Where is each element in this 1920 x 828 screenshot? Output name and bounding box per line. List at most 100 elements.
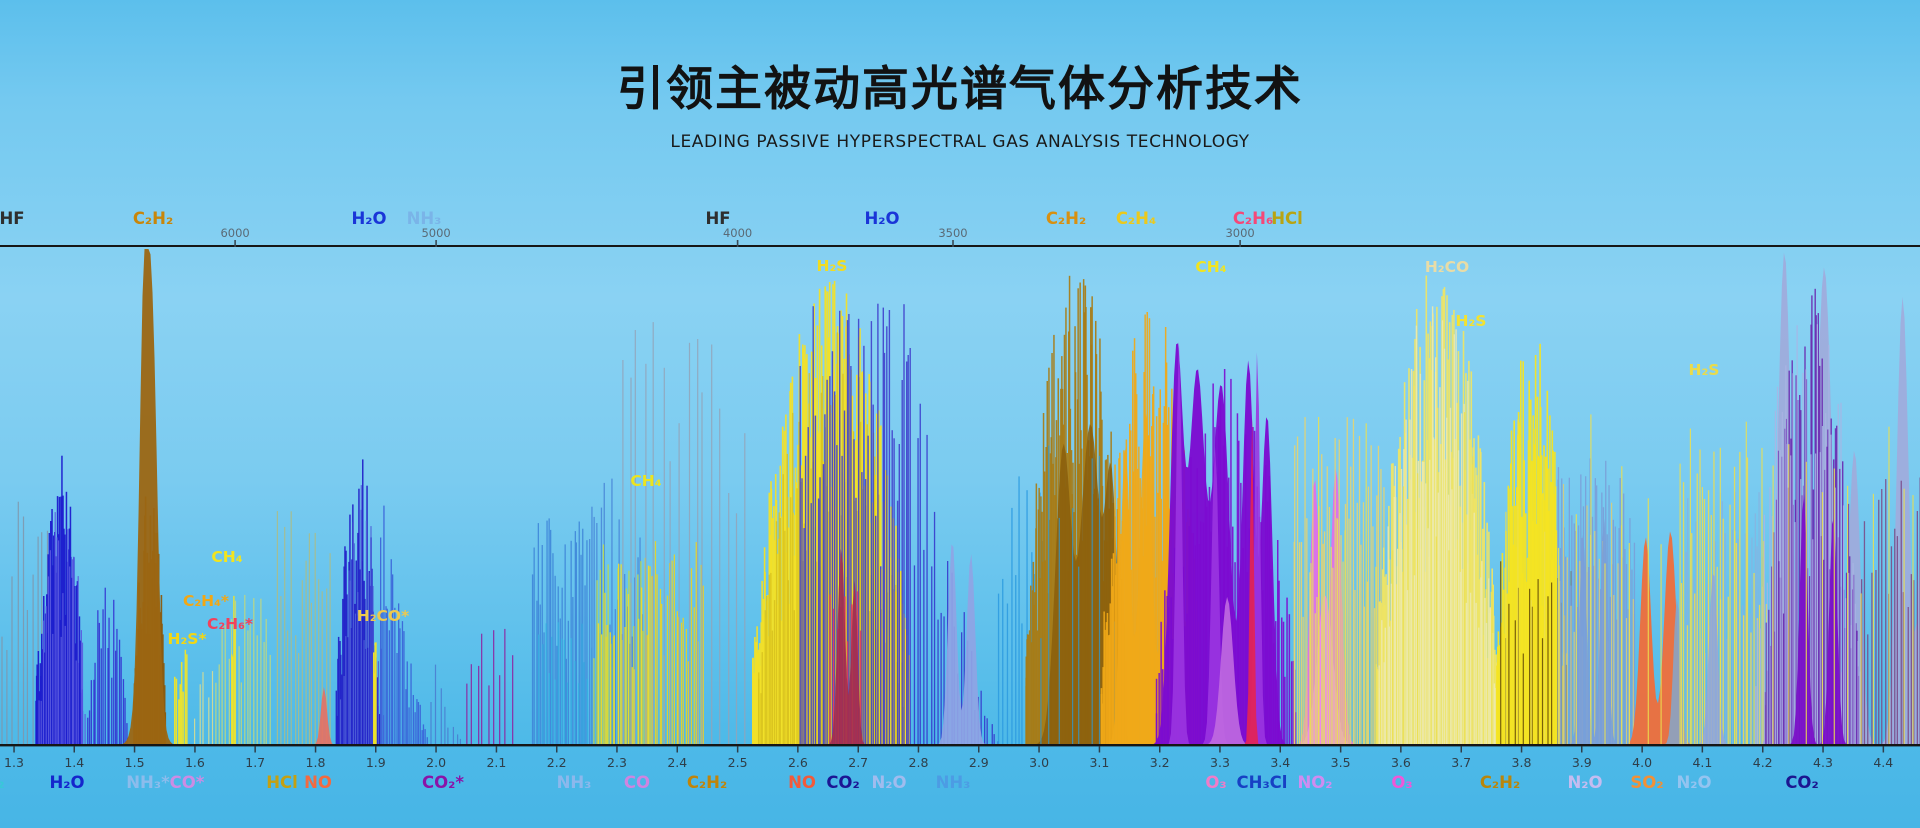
top-gas-label: H₂O xyxy=(864,209,899,228)
band-yellow-scatter-right xyxy=(1310,412,1914,745)
bottom-axis-tick-label: 3.5 xyxy=(1331,755,1351,770)
bottom-gas-label: NH₃ xyxy=(936,773,971,792)
bottom-axis-tick xyxy=(1520,746,1523,753)
bottom-axis-tick xyxy=(1339,746,1342,753)
bottom-axis-tick xyxy=(375,746,377,753)
bottom-axis-tick xyxy=(797,746,799,753)
bottom-axis-tick xyxy=(1762,746,1764,753)
top-gas-label: C₂H₂ xyxy=(133,209,173,228)
bottom-axis-tick-label: 2.1 xyxy=(486,755,506,770)
bottom-axis-tick-label: 1.7 xyxy=(245,755,265,770)
top-gas-label: HF xyxy=(705,209,730,228)
bottom-axis-tick xyxy=(254,746,256,753)
bottom-axis-tick-label: 4.4 xyxy=(1873,755,1893,770)
bottom-axis-tick-label: 1.4 xyxy=(64,755,84,770)
band-ch4-1p66-line xyxy=(231,595,236,745)
bottom-gas-label: O₂ xyxy=(0,773,5,792)
band-peri-4p11-blob xyxy=(1696,573,1731,745)
plot-gas-label: C₂H₄* xyxy=(183,592,229,610)
bottom-axis-tick xyxy=(676,746,678,753)
bottom-gas-label: CO₂ xyxy=(1785,773,1818,792)
band-peri-3p92 xyxy=(1557,458,1636,745)
bottom-axis-tick-label: 2.3 xyxy=(607,755,627,770)
bottom-axis-tick-label: 4.1 xyxy=(1692,755,1712,770)
band-no-1p81-blob xyxy=(311,687,336,745)
bottom-gas-label: CO* xyxy=(170,773,205,792)
band-blue-1p94 xyxy=(380,505,428,745)
bottom-axis-line xyxy=(0,744,1920,747)
bottom-gas-label: C₂H₂ xyxy=(1480,773,1520,792)
band-c2h2-1p52-blob xyxy=(116,249,180,745)
bottom-axis-tick-label: 3.4 xyxy=(1270,755,1290,770)
bottom-axis-tick xyxy=(736,746,739,753)
bottom-axis-tick-label: 2.7 xyxy=(848,755,868,770)
bottom-axis-tick-label: 2.5 xyxy=(728,755,748,770)
top-axis-tick xyxy=(736,240,739,247)
top-axis-tick xyxy=(435,240,437,247)
bottom-axis-tick-label: 3.2 xyxy=(1150,755,1170,770)
top-gas-label: H₂O xyxy=(351,209,386,228)
top-axis-tick-label: 3000 xyxy=(1225,226,1254,240)
band-cyan-2p2 xyxy=(538,622,593,745)
band-right-lav-blob xyxy=(1878,297,1920,745)
bottom-axis-tick-label: 3.9 xyxy=(1572,755,1592,770)
band-pale-1p61 xyxy=(194,671,214,745)
top-gas-label: HCl xyxy=(1271,209,1303,228)
band-h2o-1p37-light xyxy=(38,512,86,745)
bottom-axis-tick xyxy=(73,746,75,753)
bottom-gas-label: N₂O xyxy=(1676,773,1711,792)
top-axis-tick-label: 5000 xyxy=(421,226,450,240)
bottom-gas-label: SO₂ xyxy=(1630,773,1663,792)
top-axis-line xyxy=(0,245,1920,247)
bottom-axis-tick-label: 3.1 xyxy=(1089,755,1109,770)
bottom-axis-tick-label: 3.8 xyxy=(1512,755,1532,770)
band-sage-1p78 xyxy=(276,511,331,745)
plot-gas-label: H₂S xyxy=(1456,312,1487,330)
bottom-axis-tick-label: 3.6 xyxy=(1391,755,1411,770)
bottom-gas-label: NO xyxy=(788,773,816,792)
band-no-2p68-blob xyxy=(826,548,867,745)
bottom-axis-tick-label: 3.7 xyxy=(1451,755,1471,770)
bottom-axis-tick-label: 2.2 xyxy=(547,755,567,770)
bottom-gas-label: NO xyxy=(304,773,332,792)
bottom-axis-tick-label: 1.9 xyxy=(366,755,386,770)
plot-gas-label: CH₄ xyxy=(1195,258,1226,276)
top-axis-tick xyxy=(952,240,954,247)
top-gas-label: NH₃ xyxy=(407,209,442,228)
bottom-axis-tick-label: 4.2 xyxy=(1753,755,1773,770)
bottom-axis-tick xyxy=(1038,746,1040,753)
bottom-axis-tick xyxy=(1581,746,1583,753)
bottom-axis-tick-label: 1.8 xyxy=(306,755,326,770)
bottom-gas-label: CO₂ xyxy=(826,773,859,792)
bottom-axis-tick-label: 4.0 xyxy=(1632,755,1652,770)
bottom-axis-tick xyxy=(133,746,136,753)
top-axis-tick-label: 6000 xyxy=(220,226,249,240)
bottom-axis-tick xyxy=(1882,746,1885,753)
plot-gas-label: CH₄ xyxy=(630,472,661,490)
bottom-axis-tick xyxy=(314,746,317,753)
band-peri-3p92-blob xyxy=(1568,518,1619,745)
top-axis-tick-label: 4000 xyxy=(723,226,752,240)
bottom-gas-label: C₂H₂ xyxy=(687,773,727,792)
band-khaki-3p5 xyxy=(1293,417,1385,745)
bottom-axis-tick xyxy=(1159,746,1161,753)
bottom-gas-label: N₂O xyxy=(871,773,906,792)
band-lightpurple-3p31-blob xyxy=(1203,597,1252,745)
band-red-3p35-blob xyxy=(1244,418,1260,745)
bottom-axis-tick xyxy=(435,746,437,753)
plot-gas-label: H₂S xyxy=(817,257,848,275)
plot-gas-label: C₂H₆* xyxy=(207,615,253,633)
bottom-axis-tick xyxy=(1098,746,1101,753)
band-peri-2p87-blob xyxy=(935,544,988,745)
bottom-axis-tick xyxy=(495,746,498,753)
top-gas-label: HF xyxy=(0,209,25,228)
band-grayblue-4p05-blob xyxy=(1662,598,1692,745)
plot-gas-label: H₂CO* xyxy=(357,607,409,625)
top-gas-label: C₂H₆ xyxy=(1233,209,1273,228)
bottom-axis-tick-label: 2.6 xyxy=(788,755,808,770)
top-axis-tick xyxy=(1239,240,1241,247)
bottom-axis-tick xyxy=(616,746,618,753)
bottom-axis-tick-label: 2.0 xyxy=(426,755,446,770)
